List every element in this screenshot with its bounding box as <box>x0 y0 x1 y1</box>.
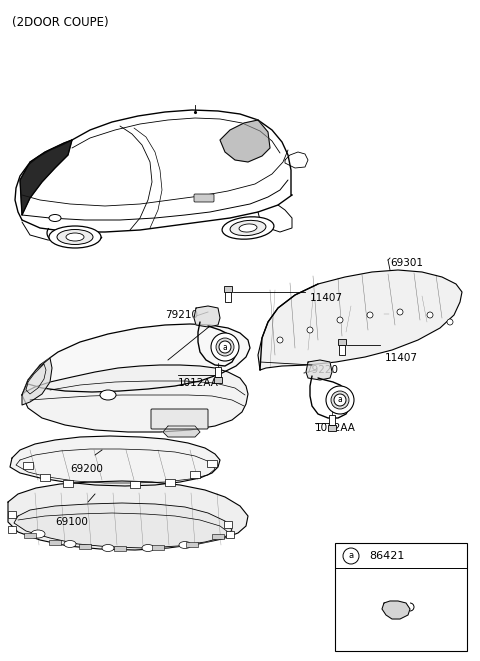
Circle shape <box>211 333 239 361</box>
Polygon shape <box>194 306 220 327</box>
Text: 1012AA: 1012AA <box>315 423 356 433</box>
Circle shape <box>334 394 346 406</box>
Polygon shape <box>382 601 410 619</box>
Text: 11407: 11407 <box>310 293 343 303</box>
Bar <box>130 481 140 488</box>
Bar <box>49 540 61 545</box>
Bar <box>212 534 224 539</box>
Circle shape <box>337 317 343 323</box>
Text: a: a <box>337 395 342 405</box>
Bar <box>114 546 126 551</box>
Ellipse shape <box>49 215 61 221</box>
Text: 11407: 11407 <box>385 353 418 363</box>
Polygon shape <box>306 360 332 380</box>
Polygon shape <box>22 324 250 395</box>
Bar <box>226 531 234 538</box>
Circle shape <box>326 386 354 414</box>
Text: 69200: 69200 <box>70 464 103 474</box>
Circle shape <box>367 312 373 318</box>
Circle shape <box>307 327 313 333</box>
Polygon shape <box>8 481 248 550</box>
Bar <box>152 545 164 550</box>
Bar <box>328 425 336 431</box>
Bar <box>63 480 73 487</box>
Bar <box>225 292 231 302</box>
Bar <box>214 377 222 383</box>
Ellipse shape <box>230 220 266 235</box>
Bar <box>190 471 200 478</box>
Bar <box>338 339 346 345</box>
Bar <box>8 526 16 533</box>
FancyBboxPatch shape <box>194 194 214 202</box>
Text: 69301: 69301 <box>390 258 423 268</box>
Ellipse shape <box>142 545 154 551</box>
Circle shape <box>216 338 234 356</box>
Ellipse shape <box>100 390 116 400</box>
Text: 86421: 86421 <box>369 551 404 561</box>
Circle shape <box>219 341 231 353</box>
Ellipse shape <box>31 530 45 538</box>
Bar <box>215 367 221 377</box>
Ellipse shape <box>49 226 101 248</box>
Bar <box>8 511 16 518</box>
Text: (2DOOR COUPE): (2DOOR COUPE) <box>12 16 108 29</box>
Polygon shape <box>20 140 72 215</box>
Ellipse shape <box>57 229 93 245</box>
Text: 69100: 69100 <box>55 517 88 527</box>
Text: 79210: 79210 <box>165 310 198 320</box>
Polygon shape <box>10 436 220 486</box>
Polygon shape <box>258 270 462 370</box>
Bar <box>24 533 36 538</box>
Ellipse shape <box>64 541 76 547</box>
Bar <box>186 542 198 547</box>
Polygon shape <box>163 426 200 437</box>
Text: a: a <box>348 551 354 561</box>
Ellipse shape <box>179 541 191 549</box>
FancyBboxPatch shape <box>151 409 208 429</box>
Text: 1012AA: 1012AA <box>178 378 219 388</box>
Bar <box>40 474 50 481</box>
Ellipse shape <box>66 233 84 241</box>
Polygon shape <box>22 365 248 432</box>
Bar <box>335 543 467 651</box>
Polygon shape <box>14 503 232 548</box>
Circle shape <box>427 312 433 318</box>
Bar <box>224 286 232 292</box>
Ellipse shape <box>222 217 274 239</box>
Text: a: a <box>223 342 228 352</box>
Circle shape <box>277 337 283 343</box>
Text: 79220: 79220 <box>305 365 338 375</box>
Bar <box>329 415 335 425</box>
Circle shape <box>343 548 359 564</box>
Polygon shape <box>22 358 52 405</box>
Ellipse shape <box>239 224 257 232</box>
Circle shape <box>397 309 403 315</box>
Ellipse shape <box>102 545 114 551</box>
Bar <box>23 462 33 469</box>
Circle shape <box>331 391 349 409</box>
Bar <box>79 544 91 549</box>
Bar <box>339 345 345 355</box>
Circle shape <box>447 319 453 325</box>
Bar <box>207 460 217 467</box>
Polygon shape <box>220 120 270 162</box>
Bar <box>224 521 232 528</box>
Bar <box>165 479 175 486</box>
